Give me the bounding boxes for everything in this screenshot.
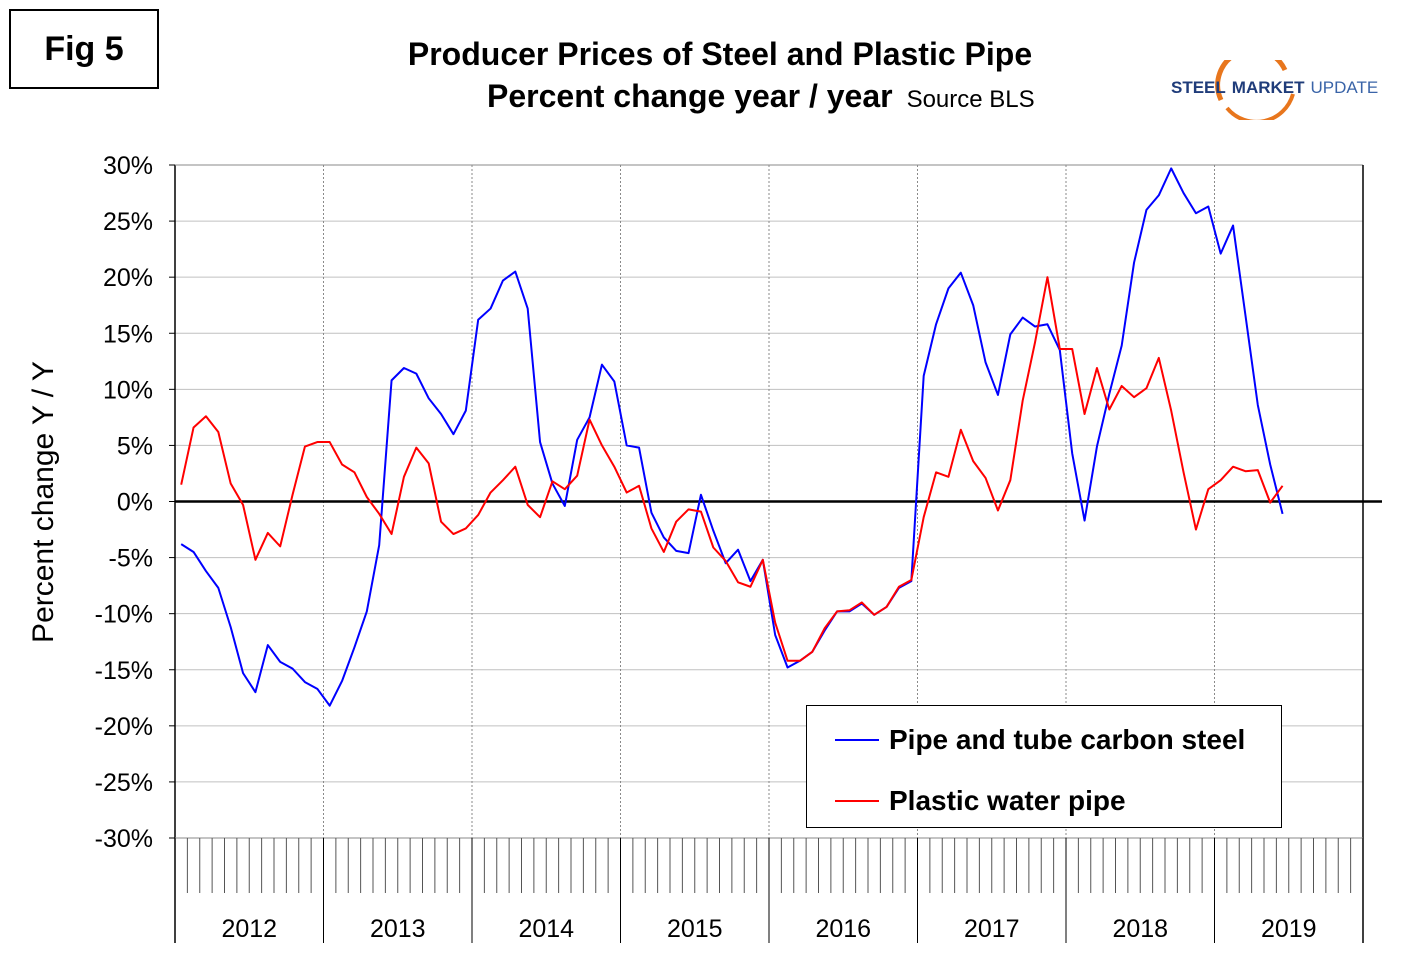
y-tick-label: 10%: [103, 376, 153, 404]
chart-title: Producer Prices of Steel and Plastic Pip…: [407, 36, 1033, 72]
legend-label-steel: Pipe and tube carbon steel: [889, 724, 1246, 755]
x-year-label: 2014: [518, 915, 574, 943]
axes: [169, 164, 1382, 943]
y-tick-label: 20%: [103, 264, 153, 292]
legend: Pipe and tube carbon steel Plastic water…: [806, 705, 1282, 828]
y-tick-label: 0%: [117, 489, 153, 517]
chart-subtitle-row: Percent change year / year Source BLS: [440, 76, 1140, 120]
x-year-label: 2017: [964, 915, 1020, 943]
y-axis-label: Percent change Y / Y: [27, 361, 60, 643]
legend-label-plastic: Plastic water pipe: [889, 785, 1126, 816]
x-year-label: 2012: [221, 915, 277, 943]
y-tick-label: -15%: [95, 657, 153, 685]
logo-word-update: UPDATE: [1310, 78, 1379, 97]
logo-text: STEEL MARKET UPDATE: [1171, 78, 1378, 98]
steel-market-update-logo: STEEL MARKET UPDATE: [1163, 60, 1383, 120]
tick-labels: 30% 25% 20% 15% 10% 5% 0% -5% -10% -15% -20% -25% -3…: [95, 152, 1317, 943]
y-tick-label: 5%: [117, 432, 153, 460]
logo-swoosh-icon: [1215, 60, 1295, 120]
y-tick-label: -20%: [95, 713, 153, 741]
x-year-label: 2019: [1261, 915, 1317, 943]
y-tick-label: -10%: [95, 601, 153, 629]
x-year-label: 2015: [667, 915, 723, 943]
logo-word-steel: STEEL: [1171, 78, 1226, 97]
legend-swatch-steel: [835, 739, 879, 741]
x-year-label: 2018: [1112, 915, 1168, 943]
legend-item-plastic: Plastic water pipe: [835, 785, 1126, 816]
y-tick-label: 30%: [103, 152, 153, 180]
series-line-0: [180, 167, 1284, 707]
series: [180, 167, 1284, 707]
x-year-label: 2013: [370, 915, 426, 943]
y-tick-label: 15%: [103, 320, 153, 348]
y-tick-label: 25%: [103, 208, 153, 236]
y-tick-label: -30%: [95, 825, 153, 853]
x-year-label: 2016: [815, 915, 871, 943]
series-line-1: [180, 276, 1284, 662]
source-note: Source BLS: [906, 86, 1035, 113]
figure-label: Fig 5: [9, 9, 159, 89]
logo-word-market: MARKET: [1231, 78, 1305, 97]
legend-swatch-plastic: [835, 800, 879, 802]
chart-subtitle: Percent change year / year: [487, 78, 893, 114]
y-tick-label: -25%: [95, 769, 153, 797]
legend-item-steel: Pipe and tube carbon steel: [835, 724, 1246, 755]
y-tick-label: -5%: [109, 545, 153, 573]
